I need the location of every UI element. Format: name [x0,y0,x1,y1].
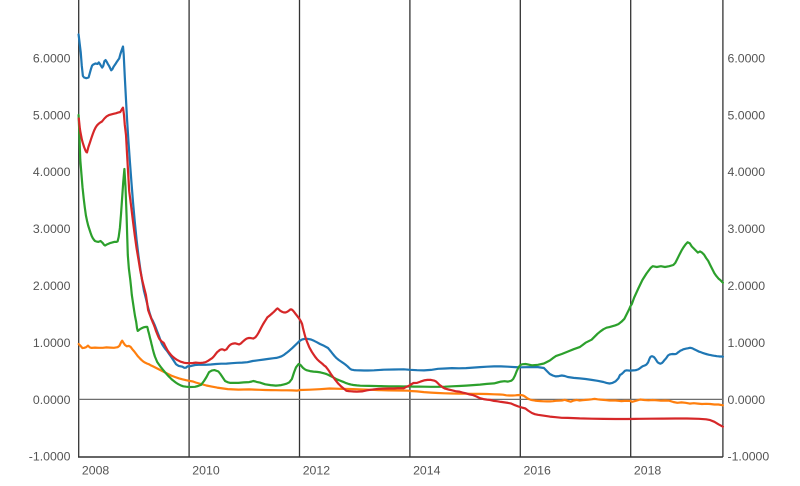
svg-text:1.0000: 1.0000 [728,336,766,350]
svg-text:2010: 2010 [192,464,220,478]
svg-text:2014: 2014 [413,464,441,478]
svg-text:2016: 2016 [524,464,552,478]
svg-text:1.0000: 1.0000 [33,336,71,350]
svg-text:0.0000: 0.0000 [728,393,766,407]
svg-text:5.0000: 5.0000 [33,108,71,122]
svg-text:0.0000: 0.0000 [33,393,71,407]
svg-text:2008: 2008 [82,464,110,478]
svg-text:2.0000: 2.0000 [728,279,766,293]
svg-text:2012: 2012 [303,464,331,478]
svg-text:4.0000: 4.0000 [33,165,71,179]
svg-text:3.0000: 3.0000 [33,222,71,236]
svg-text:4.0000: 4.0000 [728,165,766,179]
svg-text:-1.0000: -1.0000 [728,450,770,464]
svg-text:-1.0000: -1.0000 [29,450,71,464]
svg-text:2018: 2018 [634,464,662,478]
svg-text:2.0000: 2.0000 [33,279,71,293]
svg-text:6.0000: 6.0000 [33,51,71,65]
svg-text:6.0000: 6.0000 [728,51,766,65]
svg-text:3.0000: 3.0000 [728,222,766,236]
svg-text:5.0000: 5.0000 [728,108,766,122]
